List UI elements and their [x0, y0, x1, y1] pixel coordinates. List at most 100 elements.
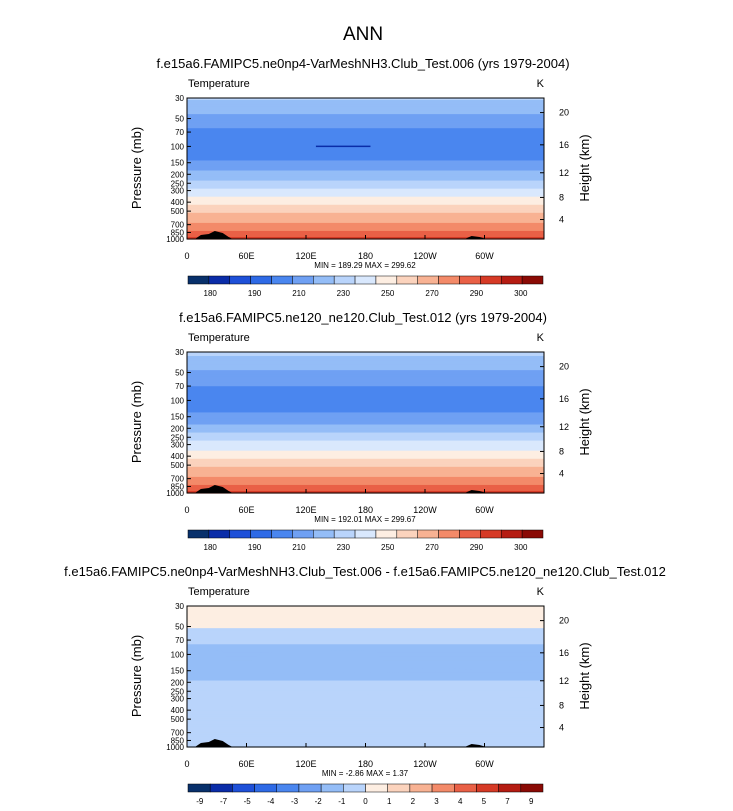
colorbar-label: 1	[387, 797, 392, 806]
field-band	[187, 468, 544, 472]
field-band	[187, 354, 544, 357]
field-band	[187, 202, 544, 206]
colorbar-box	[250, 529, 272, 539]
field-band	[187, 622, 544, 625]
colorbar-box	[500, 529, 523, 539]
colorbar-label: 4	[458, 797, 463, 806]
pressure-tick-label: 30	[175, 602, 184, 611]
field-band	[187, 480, 544, 484]
panel-3-units-label: K	[537, 586, 545, 598]
field-band	[187, 404, 544, 407]
field-band	[187, 196, 544, 200]
colorbar-box	[500, 275, 523, 285]
field-band	[187, 184, 544, 188]
field-band	[187, 632, 544, 635]
colorbar-label: -2	[315, 797, 323, 806]
field-band	[187, 400, 544, 403]
field-band	[187, 402, 544, 405]
panel-1-minmax: MIN = 189.29 MAX = 299.62	[314, 261, 416, 270]
height-tick-label: 12	[559, 168, 569, 178]
colorbar-label: -1	[338, 797, 346, 806]
field-band	[187, 448, 544, 452]
field-band	[187, 470, 544, 474]
panel-3-ylabel-right: Height (km)	[577, 642, 592, 709]
colorbar-label: 300	[514, 543, 528, 552]
colorbar-label: 210	[292, 543, 306, 552]
colorbar-label: 270	[425, 543, 439, 552]
pressure-tick-label: 1000	[166, 235, 184, 244]
pressure-tick-label: 700	[171, 729, 185, 738]
longitude-tick-label: 120E	[295, 759, 316, 769]
pressure-tick-label: 300	[171, 695, 185, 704]
colorbar-box	[276, 783, 300, 793]
colorbar-label: 270	[425, 289, 439, 298]
colorbar-label: 0	[363, 797, 368, 806]
midlevel-region	[187, 690, 544, 709]
field-band	[187, 148, 544, 151]
panel-2-colorbar: 180 190 210 230 250 270 290 300	[187, 529, 544, 552]
pressure-tick-label: 70	[175, 128, 184, 137]
field-band	[187, 212, 544, 216]
field-band	[187, 120, 544, 123]
field-band	[187, 720, 544, 724]
field-band	[187, 478, 544, 482]
field-band	[187, 722, 544, 726]
colorbar-box	[187, 275, 210, 285]
panel-2-units-label: K	[537, 332, 545, 344]
field-band	[187, 636, 544, 639]
panel-1-units-label: K	[537, 78, 545, 90]
field-band	[187, 368, 544, 371]
colorbar-label: 230	[337, 289, 351, 298]
pressure-tick-label: 850	[171, 482, 185, 491]
longitude-tick-label: 120W	[413, 505, 437, 515]
field-band	[187, 436, 544, 440]
colorbar-box	[417, 529, 439, 539]
field-band	[187, 426, 544, 430]
field-band	[187, 376, 544, 379]
panel-3-variable-label: Temperature	[188, 586, 250, 598]
pressure-tick-label: 150	[171, 159, 185, 168]
colorbar-box	[438, 275, 460, 285]
panel-3-minmax: MIN = -2.86 MAX = 1.37	[322, 769, 409, 778]
field-band	[187, 168, 544, 172]
pressure-tick-label: 500	[171, 461, 185, 470]
field-band	[187, 642, 544, 645]
field-band	[187, 680, 544, 684]
height-tick-label: 4	[559, 723, 564, 733]
field-band	[187, 724, 544, 728]
field-band	[187, 106, 544, 109]
field-band	[187, 708, 544, 712]
field-band	[187, 676, 544, 680]
panel-2-title: f.e15a6.FAMIPC5.ne120_ne120.Club_Test.01…	[179, 310, 547, 325]
field-band	[187, 452, 544, 456]
field-band	[187, 416, 544, 420]
colorbar-box	[396, 275, 418, 285]
pressure-tick-label: 70	[175, 382, 184, 391]
field-band	[187, 716, 544, 720]
field-band	[187, 220, 544, 224]
pressure-tick-label: 1000	[166, 489, 184, 498]
colorbar-box	[333, 275, 356, 285]
field-band	[187, 216, 544, 220]
colorbar-label: -9	[196, 797, 204, 806]
field-band	[187, 142, 544, 145]
pressure-tick-label: 100	[171, 142, 185, 151]
field-band	[187, 462, 544, 466]
colorbar-box	[292, 529, 314, 539]
field-band	[187, 396, 544, 399]
colorbar-box	[521, 529, 544, 539]
field-band	[187, 138, 544, 141]
colorbar-label: 9	[529, 797, 534, 806]
panel-1-plot-area: 3050701001502002503004005007008501000481…	[166, 94, 569, 261]
field-band	[187, 406, 544, 409]
colorbar-label: 250	[381, 543, 395, 552]
field-band	[187, 214, 544, 218]
field-band	[187, 104, 544, 107]
field-band	[187, 638, 544, 641]
field-band	[187, 114, 544, 117]
field-band	[187, 438, 544, 442]
colorbar-box	[343, 783, 366, 793]
field-band	[187, 372, 544, 375]
colorbar-box	[254, 783, 277, 793]
field-band	[187, 710, 544, 714]
